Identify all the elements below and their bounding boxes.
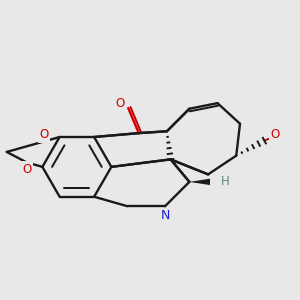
Text: O: O (270, 128, 280, 142)
Polygon shape (189, 179, 210, 185)
Text: N: N (161, 209, 170, 222)
Text: O: O (22, 163, 31, 176)
Text: O: O (116, 97, 124, 110)
Text: H: H (220, 175, 230, 188)
Text: O: O (39, 128, 49, 141)
